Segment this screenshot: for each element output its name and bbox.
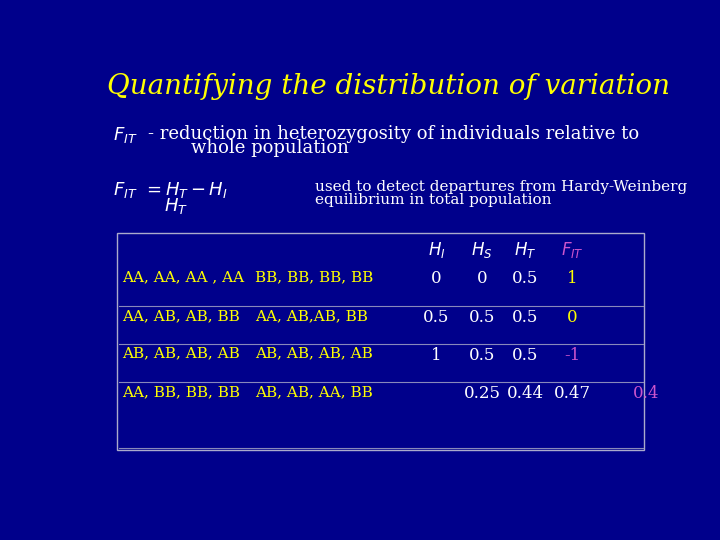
Text: $H_T$: $H_T$ <box>163 195 188 215</box>
Text: - reduction in heterozygosity of individuals relative to: - reduction in heterozygosity of individ… <box>148 125 639 143</box>
Text: AB, AB, AB, AB: AB, AB, AB, AB <box>122 347 240 361</box>
Text: equilibrium in total population: equilibrium in total population <box>315 193 552 207</box>
Text: AB, AB, AB, AB: AB, AB, AB, AB <box>255 347 373 361</box>
Text: AB, AB, AA, BB: AB, AB, AA, BB <box>255 385 373 399</box>
Text: 0.5: 0.5 <box>469 347 495 363</box>
Text: 1: 1 <box>567 271 577 287</box>
Bar <box>117 233 644 450</box>
Text: 0.5: 0.5 <box>513 309 539 326</box>
Text: 0.4: 0.4 <box>632 385 659 402</box>
Text: 0.47: 0.47 <box>554 385 590 402</box>
Text: whole population: whole population <box>191 139 348 158</box>
Text: $F_{IT}$: $F_{IT}$ <box>113 180 138 200</box>
Text: 0.5: 0.5 <box>513 347 539 363</box>
Text: 0: 0 <box>477 271 487 287</box>
Text: 0.44: 0.44 <box>507 385 544 402</box>
Text: 0.5: 0.5 <box>513 271 539 287</box>
Text: 0.5: 0.5 <box>469 309 495 326</box>
Text: 0: 0 <box>567 309 577 326</box>
Text: $H_I$: $H_I$ <box>428 240 445 260</box>
Text: AA, AB, AB, BB: AA, AB, AB, BB <box>122 309 240 323</box>
Text: AA, BB, BB, BB: AA, BB, BB, BB <box>122 385 240 399</box>
Text: 0: 0 <box>431 271 442 287</box>
Text: $= H_T - H_I$: $= H_T - H_I$ <box>143 180 228 200</box>
Text: AA, AB,AB, BB: AA, AB,AB, BB <box>255 309 368 323</box>
Text: 1: 1 <box>431 347 442 363</box>
Text: AA, AA, AA , AA: AA, AA, AA , AA <box>122 271 244 285</box>
Text: $F_{IT}$: $F_{IT}$ <box>561 240 583 260</box>
Text: BB, BB, BB, BB: BB, BB, BB, BB <box>255 271 374 285</box>
Text: -1: -1 <box>564 347 580 363</box>
Text: 0.5: 0.5 <box>423 309 449 326</box>
Text: 0.25: 0.25 <box>464 385 500 402</box>
Text: used to detect departures from Hardy-Weinberg: used to detect departures from Hardy-Wei… <box>315 180 687 194</box>
Text: Quantifying the distribution of variation: Quantifying the distribution of variatio… <box>107 72 670 99</box>
Text: $H_T$: $H_T$ <box>514 240 536 260</box>
Text: $H_S$: $H_S$ <box>472 240 493 260</box>
Text: $F_{IT}$: $F_{IT}$ <box>113 125 138 145</box>
